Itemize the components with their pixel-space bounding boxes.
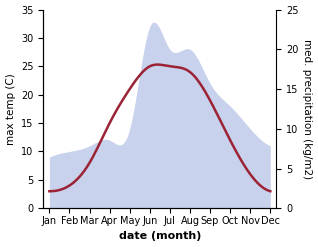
X-axis label: date (month): date (month) (119, 231, 201, 242)
Y-axis label: max temp (C): max temp (C) (5, 73, 16, 145)
Y-axis label: med. precipitation (kg/m2): med. precipitation (kg/m2) (302, 39, 313, 179)
